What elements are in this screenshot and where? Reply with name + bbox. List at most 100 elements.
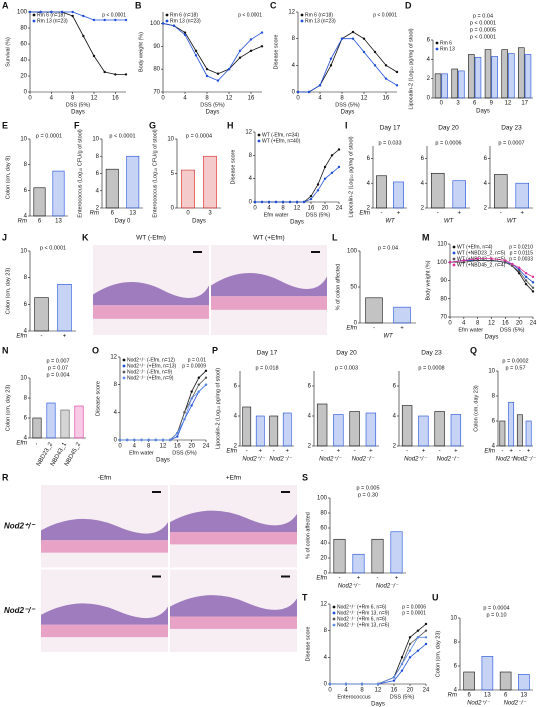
category-label: + xyxy=(457,211,461,217)
category-label: + xyxy=(63,334,67,340)
x-tick-label: 16 xyxy=(112,96,119,102)
bar xyxy=(452,180,466,209)
bar xyxy=(484,49,492,99)
data-point xyxy=(183,418,186,421)
x-tick-label: 12 xyxy=(91,96,98,102)
y-tick-label: 6 xyxy=(24,188,28,194)
scale-bar xyxy=(281,491,290,493)
y-axis-label: Disease score xyxy=(230,150,236,185)
y-axis-label: Disease score xyxy=(273,35,279,70)
image-title: -Efm xyxy=(98,475,112,482)
bar xyxy=(474,57,482,99)
bar xyxy=(371,538,384,574)
series-line xyxy=(30,11,126,21)
bar xyxy=(269,415,279,447)
x-axis-label: Day 0 xyxy=(115,219,131,225)
category-label: - xyxy=(381,211,383,217)
period-note: DSS (5%) xyxy=(500,327,525,333)
data-point xyxy=(176,435,179,438)
group-label: WT xyxy=(385,219,396,225)
x-tick-label: 12 xyxy=(294,206,301,212)
p-value: p = 0.10 xyxy=(486,612,506,618)
series-line xyxy=(255,149,340,203)
y-tick-label: 8 xyxy=(24,162,28,168)
image-title: +Efm xyxy=(226,475,241,482)
series-line xyxy=(330,630,427,685)
data-point xyxy=(92,54,96,58)
p-value: p = 0.07 xyxy=(48,365,68,371)
y-tick-label: 4 xyxy=(324,655,328,661)
y-tick-label: 2 xyxy=(234,444,238,450)
data-point xyxy=(517,270,521,273)
bar xyxy=(451,68,458,99)
data-point xyxy=(400,656,404,659)
p-value: p = 0.30 xyxy=(358,492,378,498)
bar xyxy=(126,155,140,209)
data-point xyxy=(197,376,201,379)
x-tick-label: 0 xyxy=(161,96,165,102)
data-point xyxy=(204,383,208,386)
x-tick-label: 20 xyxy=(516,321,523,327)
p-value: p = 0.0004 xyxy=(186,133,212,139)
y-tick-label: 8 xyxy=(292,36,296,42)
group-label: Nod2⁺/⁻ xyxy=(319,456,342,463)
group-label: Nod2⁺/⁻ xyxy=(338,583,361,590)
period-note: DSS (5%) xyxy=(390,694,415,700)
y-tick-label: 4 xyxy=(96,188,100,194)
series-line xyxy=(120,384,207,441)
data-point xyxy=(216,72,220,75)
y-tick-label: 4 xyxy=(24,329,28,335)
y-tick-label: 8 xyxy=(249,153,253,159)
category-label: + xyxy=(285,449,289,455)
y-tick-label: 4 xyxy=(308,414,312,420)
data-point xyxy=(476,257,479,260)
p-value: p = 0.005 xyxy=(356,485,379,491)
data-point xyxy=(344,682,348,686)
data-point xyxy=(416,629,420,632)
data-point xyxy=(260,45,264,48)
x-tick-label: 12 xyxy=(160,444,167,450)
data-point xyxy=(392,679,396,682)
data-point xyxy=(511,264,514,268)
period-note: DSS (5%) xyxy=(66,102,91,108)
x-tick-label: 8 xyxy=(476,321,480,327)
data-point xyxy=(490,257,493,260)
scale-bar xyxy=(281,575,290,578)
row-label: Efm xyxy=(484,449,495,455)
data-point xyxy=(190,397,193,400)
panel-label: T xyxy=(302,592,308,602)
category-label: - xyxy=(377,576,379,582)
panel-label: I xyxy=(345,120,348,130)
data-point xyxy=(103,18,106,22)
y-tick-label: 0 xyxy=(354,321,358,327)
y-axis-label: Lipocalin-2 (Log₁₀ pg/mg of stool) xyxy=(408,28,414,109)
x-tick-label: 16 xyxy=(308,206,315,212)
data-point xyxy=(408,656,412,659)
p-value: p = 0.004 xyxy=(46,372,69,378)
y-axis-label: Body weight (%) xyxy=(425,260,431,300)
row-label: Rm xyxy=(90,211,99,217)
legend-label: Rm 13 (n=23) xyxy=(305,18,336,24)
p-value: p = 0.04 xyxy=(473,13,493,19)
data-point xyxy=(249,38,253,41)
data-point xyxy=(395,84,399,87)
category-label: + xyxy=(454,449,458,455)
data-point xyxy=(531,281,535,284)
panel-label: S xyxy=(302,472,308,482)
y-tick-label: 100 xyxy=(437,260,448,266)
data-point xyxy=(531,275,535,279)
legend-label: Nod2⁻/⁻ (+Rm 6, n=6) xyxy=(337,616,387,622)
panel-label: Q xyxy=(470,345,477,355)
legend-label: Nod2⁻/⁻ (-Efm, n=9) xyxy=(127,369,172,375)
image-row-label: Nod2⁺/⁻ xyxy=(4,521,35,530)
x-tick-label: 16 xyxy=(383,96,390,102)
group-label: WT xyxy=(444,219,455,225)
y-axis-label: Colon (cm, day 8) xyxy=(5,156,11,200)
p-value: p < 0.0001 xyxy=(109,133,135,139)
data-point xyxy=(295,200,299,204)
y-tick-label: 8 xyxy=(492,394,496,400)
y-tick-label: 90 xyxy=(440,278,447,284)
y-tick-label: 4 xyxy=(393,414,397,420)
category-label: + xyxy=(357,576,361,582)
series-line xyxy=(330,623,427,685)
